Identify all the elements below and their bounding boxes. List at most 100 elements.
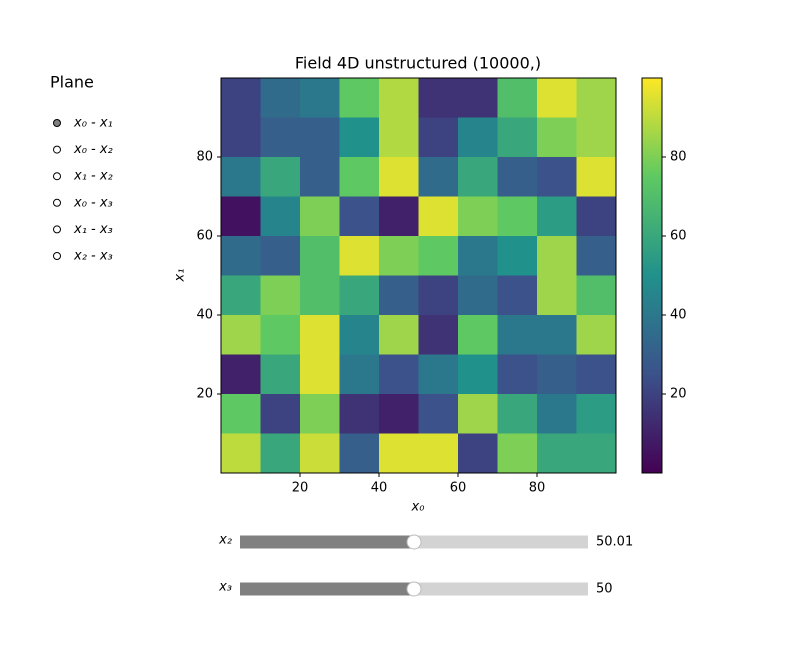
image-cell xyxy=(537,196,577,237)
image-cell xyxy=(537,354,577,395)
chart-title: Field 4D unstructured (10000,) xyxy=(295,54,541,73)
image-cell xyxy=(418,433,459,474)
slider-handle[interactable] xyxy=(406,581,422,597)
image-cell xyxy=(418,315,459,355)
radio-label[interactable]: x₀ - x₂ xyxy=(73,142,113,157)
y-tick-label: 60 xyxy=(196,229,213,244)
image-cell xyxy=(379,78,419,118)
radio-option[interactable]: x₀ - x₃ xyxy=(53,195,113,210)
image-cell xyxy=(418,157,459,197)
image-cell xyxy=(576,394,617,434)
image-cell xyxy=(221,236,261,276)
image-cell xyxy=(260,315,301,355)
radio-label[interactable]: x₁ - x₂ xyxy=(73,169,113,184)
radio-option[interactable]: x₁ - x₂ xyxy=(53,169,113,184)
colorbar-tick-label: 40 xyxy=(670,308,687,323)
radio-button[interactable] xyxy=(53,172,61,181)
radio-option[interactable]: x₀ - x₁ xyxy=(53,116,113,131)
x-tick-label: 40 xyxy=(371,481,388,496)
image-cell xyxy=(418,236,459,276)
image-cell xyxy=(576,354,617,395)
radio-label[interactable]: x₁ - x₃ xyxy=(73,222,113,237)
x-axis-label: x₀ xyxy=(411,500,426,515)
image-cell xyxy=(537,78,577,118)
image-cell xyxy=(458,394,498,434)
radio-button[interactable] xyxy=(53,198,61,207)
image-cell xyxy=(458,157,498,197)
image-cell xyxy=(300,157,340,197)
radio-option[interactable]: x₂ - x₃ xyxy=(53,249,113,264)
image-cell xyxy=(537,117,577,158)
radio-button[interactable] xyxy=(53,225,61,234)
radio-label[interactable]: x₀ - x₃ xyxy=(73,195,113,210)
image-cell xyxy=(418,275,459,316)
image-cell xyxy=(260,433,301,474)
image-cell xyxy=(260,275,301,316)
image-cell xyxy=(576,315,617,355)
image-cell xyxy=(379,275,419,316)
image-cell xyxy=(537,157,577,197)
image-cell xyxy=(300,354,340,395)
image-cell xyxy=(537,236,577,276)
image-cell xyxy=(458,78,498,118)
image-cell xyxy=(260,157,301,197)
image-cell xyxy=(379,236,419,276)
image-cell xyxy=(379,117,419,158)
axes-frame xyxy=(220,77,617,474)
image-cell xyxy=(221,275,261,316)
slider-label: x₃ xyxy=(218,580,232,595)
image-cell xyxy=(379,433,419,474)
image-cell xyxy=(576,236,617,276)
image-cell xyxy=(418,354,459,395)
image-cell xyxy=(497,433,538,474)
radio-label[interactable]: x₂ - x₃ xyxy=(73,249,113,264)
slider-handle[interactable] xyxy=(406,534,422,550)
radio-button[interactable] xyxy=(53,119,61,127)
image-cell xyxy=(418,394,459,434)
slider-value: 50 xyxy=(596,582,613,597)
image-cell xyxy=(576,117,617,158)
image-cell xyxy=(458,117,498,158)
image-cell xyxy=(300,78,340,118)
image-cell xyxy=(300,394,340,434)
image-cell xyxy=(379,394,419,434)
radio-button[interactable] xyxy=(53,252,61,260)
image-cell xyxy=(379,157,419,197)
image-cell xyxy=(497,394,538,434)
image-cell xyxy=(339,196,380,237)
image-cell xyxy=(576,157,617,197)
colorbar xyxy=(641,77,663,474)
radio-option[interactable]: x₀ - x₂ xyxy=(53,142,113,157)
image-cell xyxy=(339,354,380,395)
image-cell xyxy=(339,117,380,158)
image-cell xyxy=(260,354,301,395)
image-cell xyxy=(260,117,301,158)
x-tick-label: 20 xyxy=(292,481,309,496)
y-tick-label: 40 xyxy=(196,308,213,323)
image-cell xyxy=(576,78,617,118)
image-cell xyxy=(497,196,538,237)
image-cell xyxy=(339,315,380,355)
image-cell xyxy=(537,433,577,474)
image-cell xyxy=(458,433,498,474)
slider-label: x₂ xyxy=(218,533,232,548)
image-cell xyxy=(339,157,380,197)
image-cell xyxy=(260,394,301,434)
image-cell xyxy=(537,394,577,434)
image-cell xyxy=(497,157,538,197)
image-cell xyxy=(339,275,380,316)
radio-option[interactable]: x₁ - x₃ xyxy=(53,222,113,237)
image-cell xyxy=(379,354,419,395)
image-cell xyxy=(260,236,301,276)
image-cell xyxy=(300,117,340,158)
radio-button[interactable] xyxy=(53,145,61,154)
radio-label[interactable]: x₀ - x₁ xyxy=(73,116,113,131)
image-cell xyxy=(497,354,538,395)
x-tick-label: 80 xyxy=(529,481,546,496)
slider-fill xyxy=(240,535,415,549)
image-cell xyxy=(458,354,498,395)
image-cell xyxy=(497,78,538,118)
radio-title: Plane xyxy=(50,73,94,92)
image-cell xyxy=(221,117,261,158)
